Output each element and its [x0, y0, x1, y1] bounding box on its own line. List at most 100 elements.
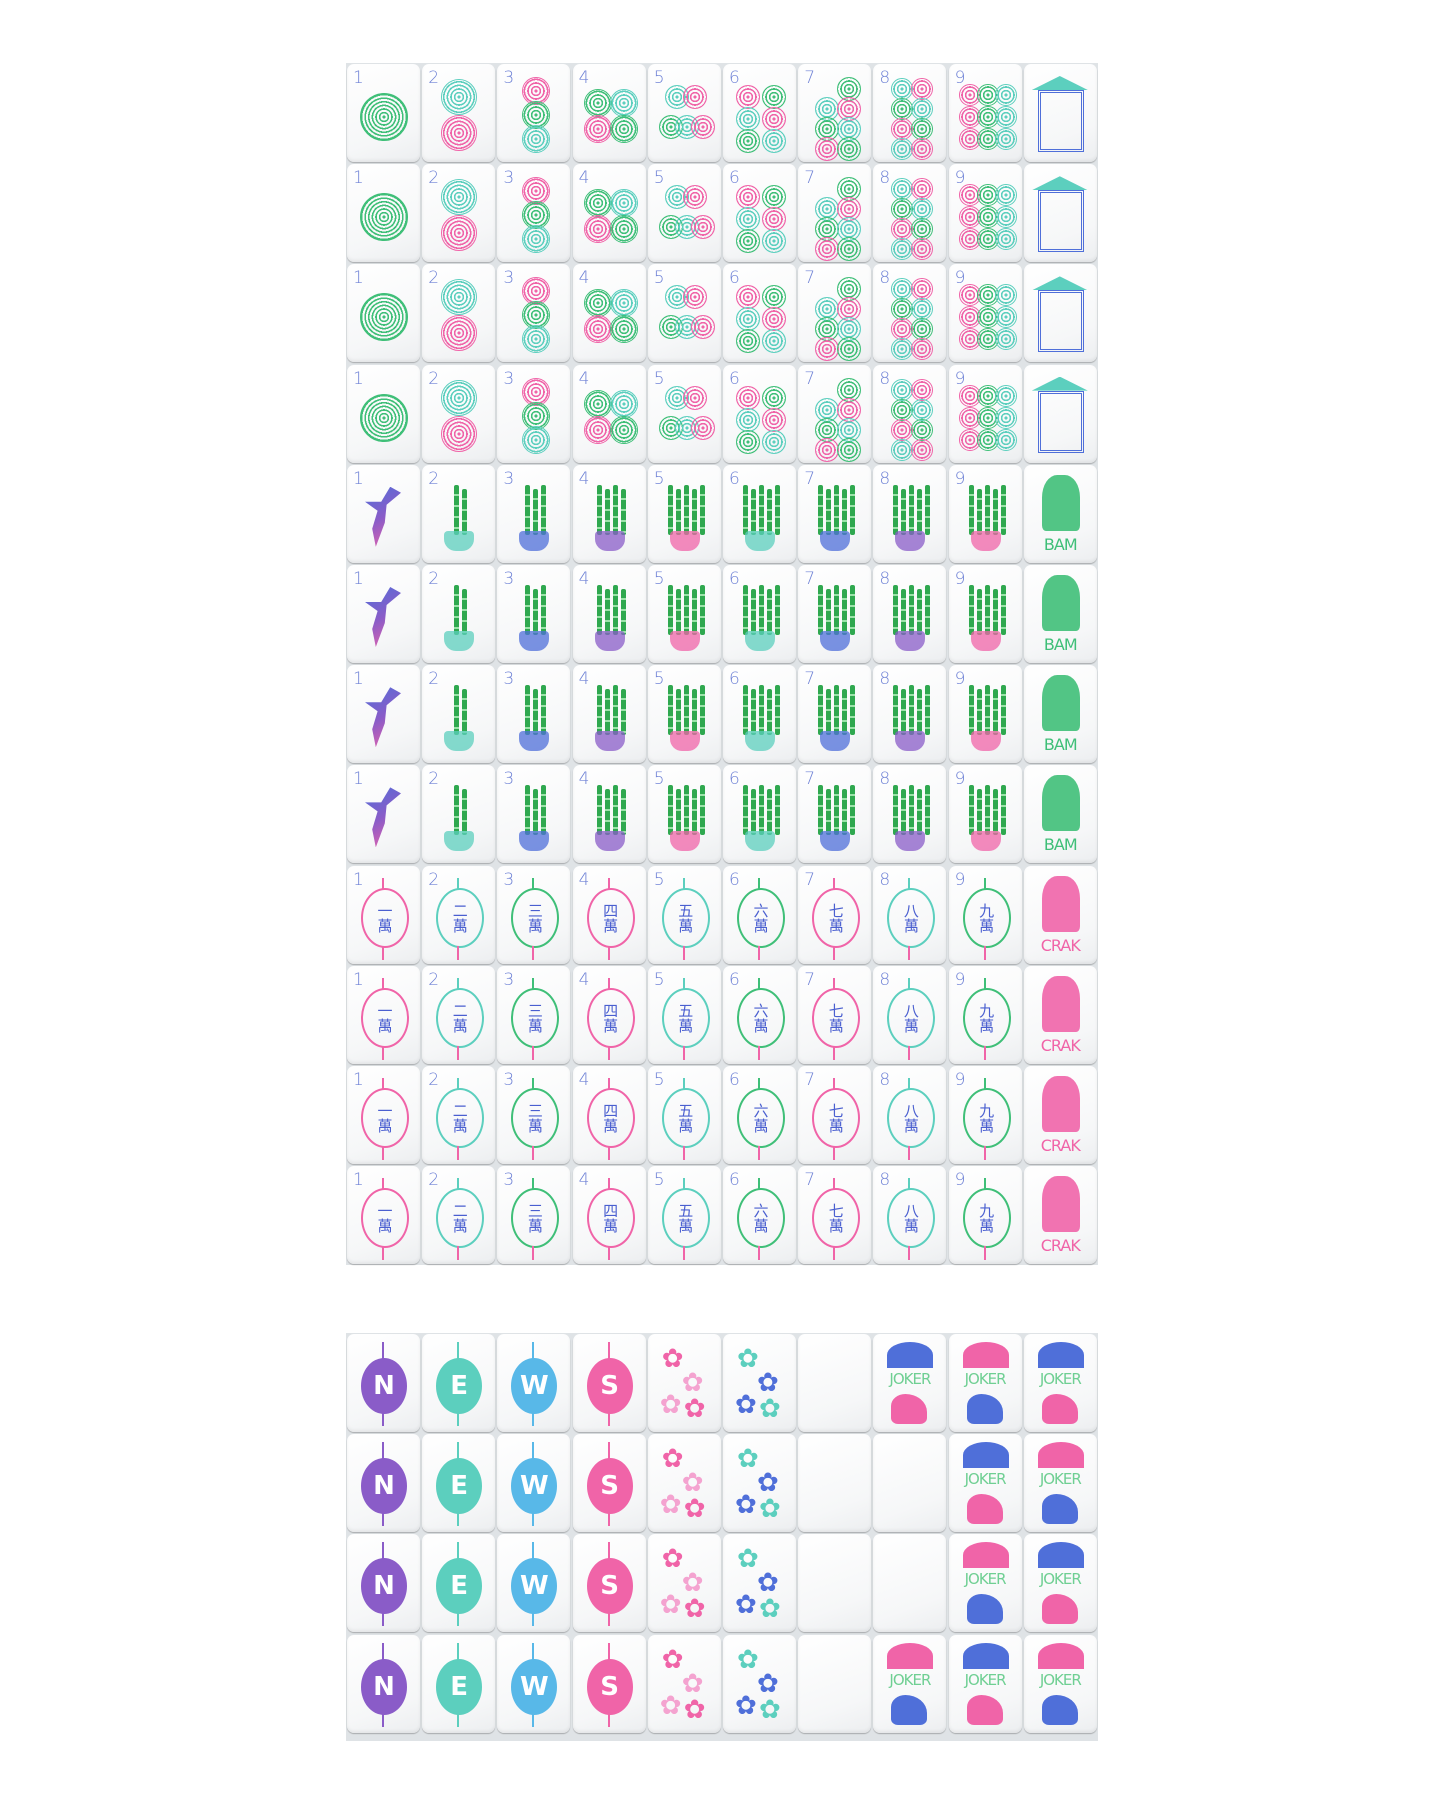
dots-3-tile[interactable]: 3	[497, 364, 571, 463]
joker-tile[interactable]: JOKER	[948, 1534, 1022, 1633]
dots-1-tile[interactable]: 1	[347, 264, 420, 363]
soap-tile[interactable]	[1023, 364, 1097, 463]
craks-6-tile[interactable]: 6 六萬	[723, 1166, 796, 1265]
craks-5-tile[interactable]: 5 五萬	[647, 965, 721, 1064]
green-dragon-tile[interactable]: BAM	[1023, 464, 1097, 563]
craks-5-tile[interactable]: 5 五萬	[647, 865, 721, 964]
soap-tile[interactable]	[1023, 64, 1097, 162]
bams-4-tile[interactable]: 4	[572, 464, 646, 563]
flower-tile[interactable]: ✿ ✿ ✿ ✿	[723, 1534, 796, 1633]
wind-N-tile[interactable]: N	[347, 1434, 420, 1533]
wind-E-tile[interactable]: E	[422, 1534, 496, 1633]
craks-6-tile[interactable]: 6 六萬	[723, 865, 796, 964]
dots-1-tile[interactable]: 1	[347, 164, 420, 263]
craks-6-tile[interactable]: 6 六萬	[723, 965, 796, 1064]
dots-2-tile[interactable]: 2	[422, 164, 496, 263]
dots-9-tile[interactable]: 9	[948, 264, 1022, 363]
bams-2-tile[interactable]: 2	[422, 765, 496, 864]
bams-7-tile[interactable]: 7	[798, 565, 872, 663]
red-dragon-tile[interactable]: CRAK	[1023, 865, 1097, 964]
green-dragon-tile[interactable]: BAM	[1023, 765, 1097, 864]
craks-7-tile[interactable]: 7 七萬	[798, 1166, 872, 1265]
wind-S-tile[interactable]: S	[572, 1634, 646, 1733]
bams-6-tile[interactable]: 6	[723, 565, 796, 663]
bams-4-tile[interactable]: 4	[572, 665, 646, 764]
dots-7-tile[interactable]: 7	[798, 64, 872, 162]
craks-5-tile[interactable]: 5 五萬	[647, 1166, 721, 1265]
green-dragon-tile[interactable]: BAM	[1023, 665, 1097, 764]
blank-tile[interactable]	[873, 1534, 947, 1633]
flower-tile[interactable]: ✿ ✿ ✿ ✿	[647, 1434, 721, 1533]
wind-E-tile[interactable]: E	[422, 1334, 496, 1432]
flower-tile[interactable]: ✿ ✿ ✿ ✿	[723, 1434, 796, 1533]
flower-tile[interactable]: ✿ ✿ ✿ ✿	[647, 1334, 721, 1432]
wind-W-tile[interactable]: W	[497, 1534, 571, 1633]
dots-4-tile[interactable]: 4	[572, 264, 646, 363]
bams-2-tile[interactable]: 2	[422, 464, 496, 563]
craks-7-tile[interactable]: 7 七萬	[798, 1066, 872, 1164]
soap-tile[interactable]	[1023, 264, 1097, 363]
bams-4-tile[interactable]: 4	[572, 565, 646, 663]
bams-7-tile[interactable]: 7	[798, 765, 872, 864]
wind-N-tile[interactable]: N	[347, 1534, 420, 1633]
dots-8-tile[interactable]: 8	[873, 364, 947, 463]
dots-5-tile[interactable]: 5	[647, 64, 721, 162]
wind-S-tile[interactable]: S	[572, 1434, 646, 1533]
craks-6-tile[interactable]: 6 六萬	[723, 1066, 796, 1164]
dots-8-tile[interactable]: 8	[873, 64, 947, 162]
craks-8-tile[interactable]: 8 八萬	[873, 965, 947, 1064]
red-dragon-tile[interactable]: CRAK	[1023, 965, 1097, 1064]
craks-2-tile[interactable]: 2 二萬	[422, 865, 496, 964]
joker-tile[interactable]: JOKER	[1023, 1534, 1097, 1633]
bams-6-tile[interactable]: 6	[723, 665, 796, 764]
blank-tile[interactable]	[798, 1334, 872, 1432]
bams-1-tile[interactable]: 1	[347, 665, 420, 764]
blank-tile[interactable]	[873, 1434, 947, 1533]
craks-5-tile[interactable]: 5 五萬	[647, 1066, 721, 1164]
craks-3-tile[interactable]: 3 三萬	[497, 1166, 571, 1265]
bams-1-tile[interactable]: 1	[347, 464, 420, 563]
craks-2-tile[interactable]: 2 二萬	[422, 1166, 496, 1265]
dots-4-tile[interactable]: 4	[572, 64, 646, 162]
bams-9-tile[interactable]: 9	[948, 665, 1022, 764]
bams-4-tile[interactable]: 4	[572, 765, 646, 864]
bams-6-tile[interactable]: 6	[723, 464, 796, 563]
wind-E-tile[interactable]: E	[422, 1434, 496, 1533]
green-dragon-tile[interactable]: BAM	[1023, 565, 1097, 663]
blank-tile[interactable]	[798, 1534, 872, 1633]
craks-9-tile[interactable]: 9 九萬	[948, 865, 1022, 964]
craks-7-tile[interactable]: 7 七萬	[798, 965, 872, 1064]
joker-tile[interactable]: JOKER	[1023, 1334, 1097, 1432]
flower-tile[interactable]: ✿ ✿ ✿ ✿	[647, 1634, 721, 1733]
bams-1-tile[interactable]: 1	[347, 765, 420, 864]
blank-tile[interactable]	[798, 1434, 872, 1533]
wind-W-tile[interactable]: W	[497, 1434, 571, 1533]
craks-1-tile[interactable]: 1 一萬	[347, 965, 420, 1064]
dots-3-tile[interactable]: 3	[497, 64, 571, 162]
craks-4-tile[interactable]: 4 四萬	[572, 1066, 646, 1164]
dots-7-tile[interactable]: 7	[798, 264, 872, 363]
red-dragon-tile[interactable]: CRAK	[1023, 1166, 1097, 1265]
joker-tile[interactable]: JOKER	[1023, 1634, 1097, 1733]
craks-3-tile[interactable]: 3 三萬	[497, 965, 571, 1064]
dots-6-tile[interactable]: 6	[723, 264, 796, 363]
wind-N-tile[interactable]: N	[347, 1334, 420, 1432]
dots-5-tile[interactable]: 5	[647, 264, 721, 363]
bams-5-tile[interactable]: 5	[647, 765, 721, 864]
dots-8-tile[interactable]: 8	[873, 264, 947, 363]
wind-S-tile[interactable]: S	[572, 1334, 646, 1432]
joker-tile[interactable]: JOKER	[873, 1334, 947, 1432]
joker-tile[interactable]: JOKER	[1023, 1434, 1097, 1533]
craks-2-tile[interactable]: 2 二萬	[422, 1066, 496, 1164]
wind-W-tile[interactable]: W	[497, 1634, 571, 1733]
dots-2-tile[interactable]: 2	[422, 364, 496, 463]
soap-tile[interactable]	[1023, 164, 1097, 263]
craks-4-tile[interactable]: 4 四萬	[572, 865, 646, 964]
craks-1-tile[interactable]: 1 一萬	[347, 865, 420, 964]
bams-6-tile[interactable]: 6	[723, 765, 796, 864]
bams-1-tile[interactable]: 1	[347, 565, 420, 663]
bams-3-tile[interactable]: 3	[497, 665, 571, 764]
bams-9-tile[interactable]: 9	[948, 765, 1022, 864]
bams-8-tile[interactable]: 8	[873, 464, 947, 563]
flower-tile[interactable]: ✿ ✿ ✿ ✿	[647, 1534, 721, 1633]
